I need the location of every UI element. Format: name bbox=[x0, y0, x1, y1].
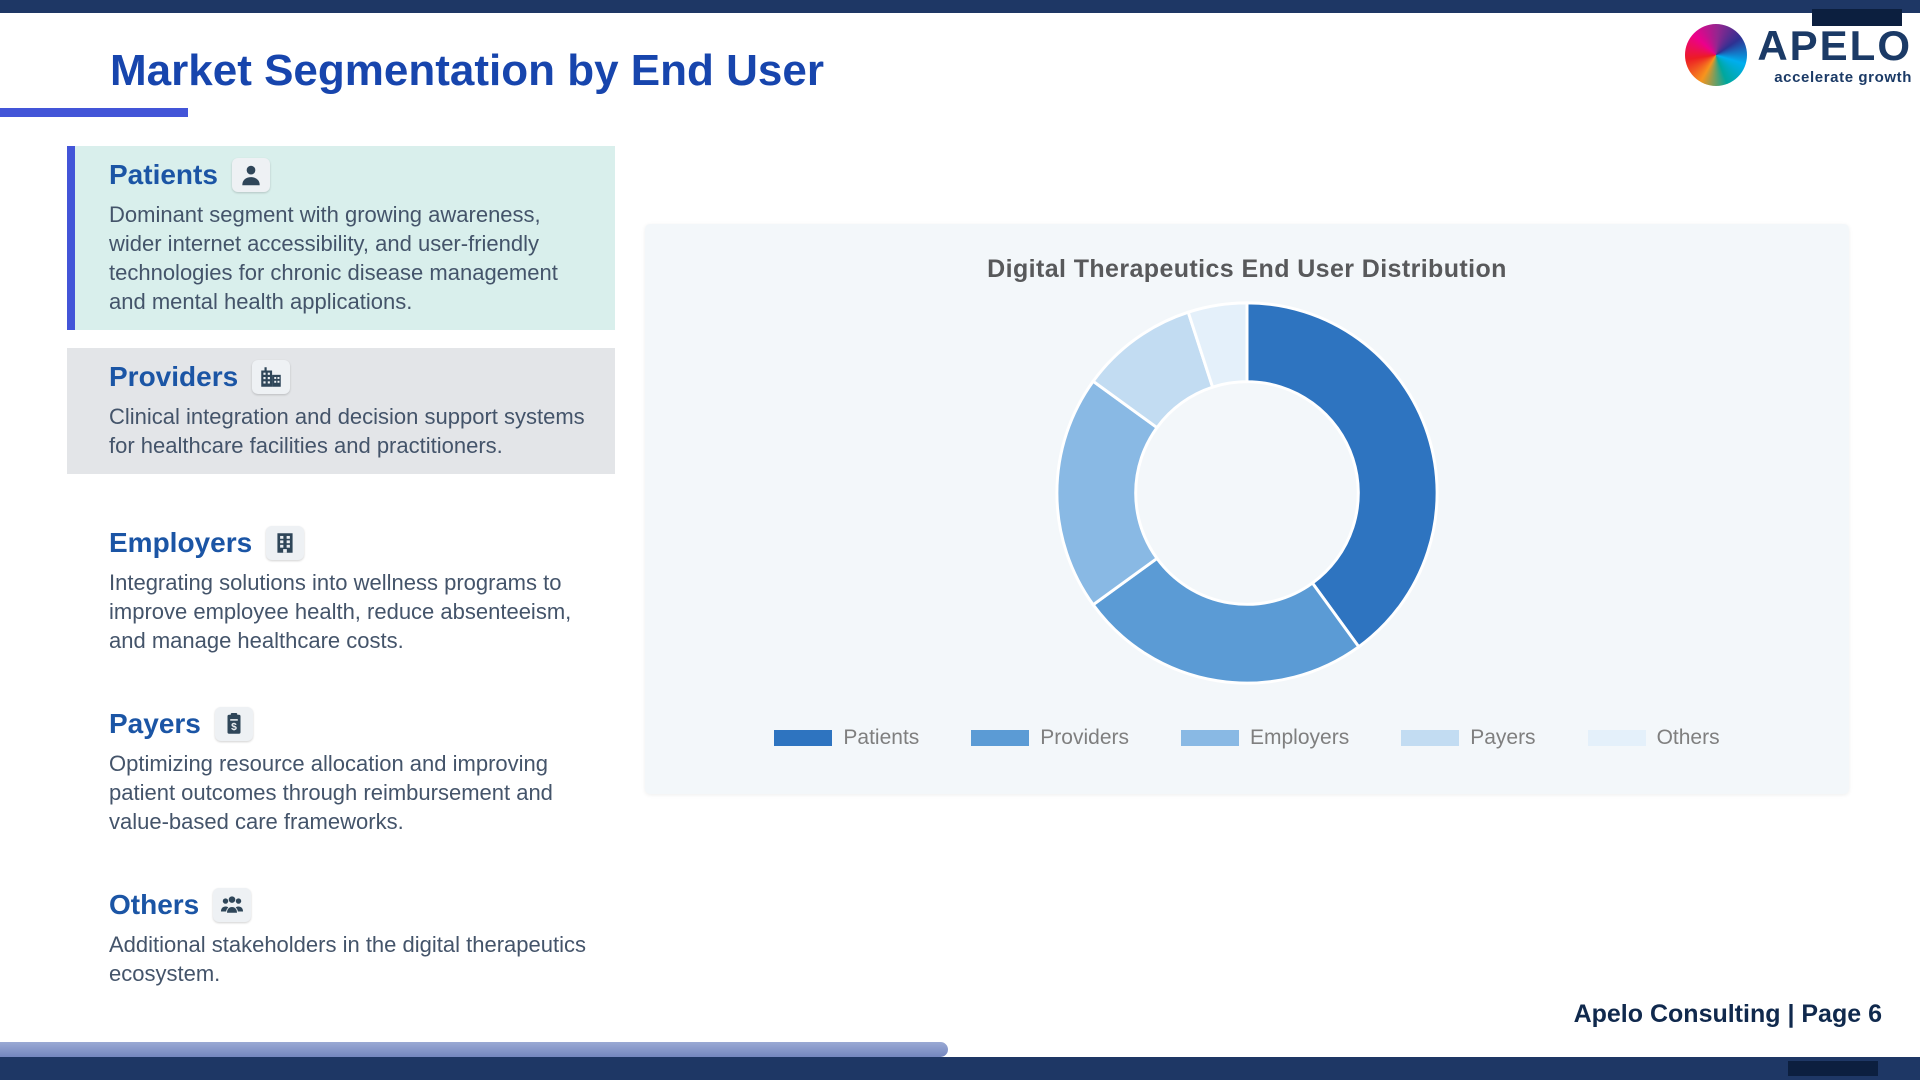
legend-label: Others bbox=[1656, 726, 1720, 749]
person-icon bbox=[231, 158, 270, 192]
segment-description: Optimizing resource allocation and impro… bbox=[109, 751, 553, 834]
segment-block-employers: Employers Integrating solutions into wel… bbox=[67, 514, 615, 669]
top-bar bbox=[0, 0, 1920, 13]
donut-segment-patients bbox=[1245, 301, 1439, 649]
hospital-icon bbox=[252, 360, 291, 394]
office-building-icon bbox=[266, 526, 305, 560]
logo-tagline: accelerate growth bbox=[1774, 69, 1912, 86]
people-group-icon bbox=[213, 888, 252, 922]
chart-title: Digital Therapeutics End User Distributi… bbox=[987, 255, 1507, 283]
segment-title: Providers bbox=[109, 361, 239, 392]
legend-item-others: Others bbox=[1587, 726, 1720, 750]
segment-card-providers: Providers Clinical integration and decis… bbox=[67, 348, 615, 474]
segment-block-payers: Payers $ Optimizing resource allocation … bbox=[67, 695, 615, 850]
logo-text: APELO accelerate growth bbox=[1757, 22, 1912, 86]
svg-text:$: $ bbox=[231, 722, 237, 733]
legend-swatch bbox=[1401, 730, 1460, 746]
segment-description: Additional stakeholders in the digital t… bbox=[109, 932, 586, 986]
segment-title: Patients bbox=[109, 159, 218, 190]
legend-item-patients: Patients bbox=[774, 726, 919, 750]
bottom-bar bbox=[0, 1057, 1920, 1080]
legend-item-providers: Providers bbox=[971, 726, 1129, 750]
company-logo: APELO accelerate growth bbox=[1685, 24, 1912, 86]
segment-description: Integrating solutions into wellness prog… bbox=[109, 570, 572, 653]
pinwheel-icon bbox=[1685, 24, 1748, 86]
segment-title: Payers bbox=[109, 708, 201, 739]
segment-card-patients: Patients Dominant segment with growing a… bbox=[67, 146, 615, 330]
billing-clipboard-icon: $ bbox=[214, 707, 253, 741]
donut-chart bbox=[1055, 301, 1439, 685]
title-underline-accent bbox=[0, 108, 188, 117]
segment-title: Employers bbox=[109, 527, 253, 558]
chart-panel: Digital Therapeutics End User Distributi… bbox=[645, 224, 1849, 794]
segment-description: Clinical integration and decision suppor… bbox=[109, 404, 585, 458]
donut-segment-others bbox=[1186, 301, 1249, 390]
legend-label: Patients bbox=[843, 726, 920, 749]
legend-item-payers: Payers bbox=[1401, 726, 1536, 750]
footer-caption: Apelo Consulting | Page 6 bbox=[1573, 1000, 1882, 1028]
donut-segment-employers bbox=[1055, 379, 1160, 607]
legend-swatch bbox=[971, 730, 1030, 746]
legend-label: Payers bbox=[1470, 726, 1536, 749]
segment-title: Others bbox=[109, 889, 200, 920]
legend-label: Employers bbox=[1250, 726, 1350, 749]
legend-label: Providers bbox=[1040, 726, 1129, 749]
legend-swatch bbox=[1181, 730, 1239, 746]
logo-wordmark: APELO bbox=[1757, 22, 1912, 69]
legend-swatch bbox=[774, 730, 833, 746]
segment-description: Dominant segment with growing awareness,… bbox=[109, 202, 558, 314]
segment-block-others: Others Additional stakeholders in the di… bbox=[67, 876, 615, 1002]
top-right-notch bbox=[1812, 9, 1902, 26]
legend-item-employers: Employers bbox=[1181, 726, 1349, 750]
page-title: Market Segmentation by End User bbox=[110, 46, 824, 95]
donut-segment-providers bbox=[1091, 556, 1361, 685]
chart-legend: Patients Providers Employers Payers Others bbox=[645, 726, 1849, 750]
segments-list: Patients Dominant segment with growing a… bbox=[67, 146, 615, 1028]
bottom-right-notch bbox=[1788, 1061, 1878, 1076]
legend-swatch bbox=[1587, 730, 1646, 746]
bottom-accent-bar bbox=[0, 1042, 948, 1057]
